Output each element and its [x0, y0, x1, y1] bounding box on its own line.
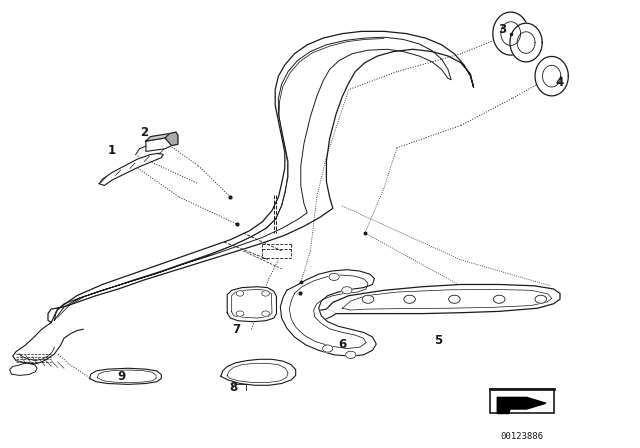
Polygon shape [90, 368, 161, 384]
Polygon shape [227, 287, 276, 322]
Circle shape [342, 287, 352, 294]
Polygon shape [510, 23, 542, 62]
Circle shape [449, 295, 460, 303]
Circle shape [362, 295, 374, 303]
Polygon shape [497, 409, 510, 414]
Circle shape [236, 291, 244, 296]
Circle shape [535, 295, 547, 303]
Text: 00123886: 00123886 [500, 432, 543, 441]
Text: 5: 5 [435, 334, 442, 347]
Polygon shape [326, 284, 560, 314]
Text: 7: 7 [233, 323, 241, 336]
Circle shape [404, 295, 415, 303]
Polygon shape [99, 153, 163, 185]
Text: 6: 6 [339, 338, 346, 352]
Text: 2: 2 [140, 125, 148, 139]
Circle shape [323, 345, 333, 352]
Text: 9: 9 [118, 370, 125, 383]
Bar [490, 388, 554, 414]
Text: 8: 8 [230, 381, 237, 394]
Polygon shape [10, 363, 37, 375]
Polygon shape [497, 397, 546, 409]
Polygon shape [300, 309, 336, 323]
Text: 4: 4 [556, 76, 564, 90]
Circle shape [236, 311, 244, 316]
Polygon shape [221, 359, 296, 385]
Polygon shape [165, 132, 178, 146]
Polygon shape [48, 31, 474, 323]
Polygon shape [280, 270, 376, 356]
Polygon shape [535, 56, 568, 96]
Circle shape [262, 291, 269, 296]
Text: 1: 1 [108, 143, 116, 157]
Circle shape [346, 351, 356, 358]
Circle shape [329, 273, 339, 280]
Circle shape [262, 311, 269, 316]
Text: 3: 3 [499, 22, 506, 36]
Circle shape [493, 295, 505, 303]
Polygon shape [146, 134, 172, 141]
Polygon shape [493, 12, 529, 55]
Polygon shape [146, 135, 172, 151]
